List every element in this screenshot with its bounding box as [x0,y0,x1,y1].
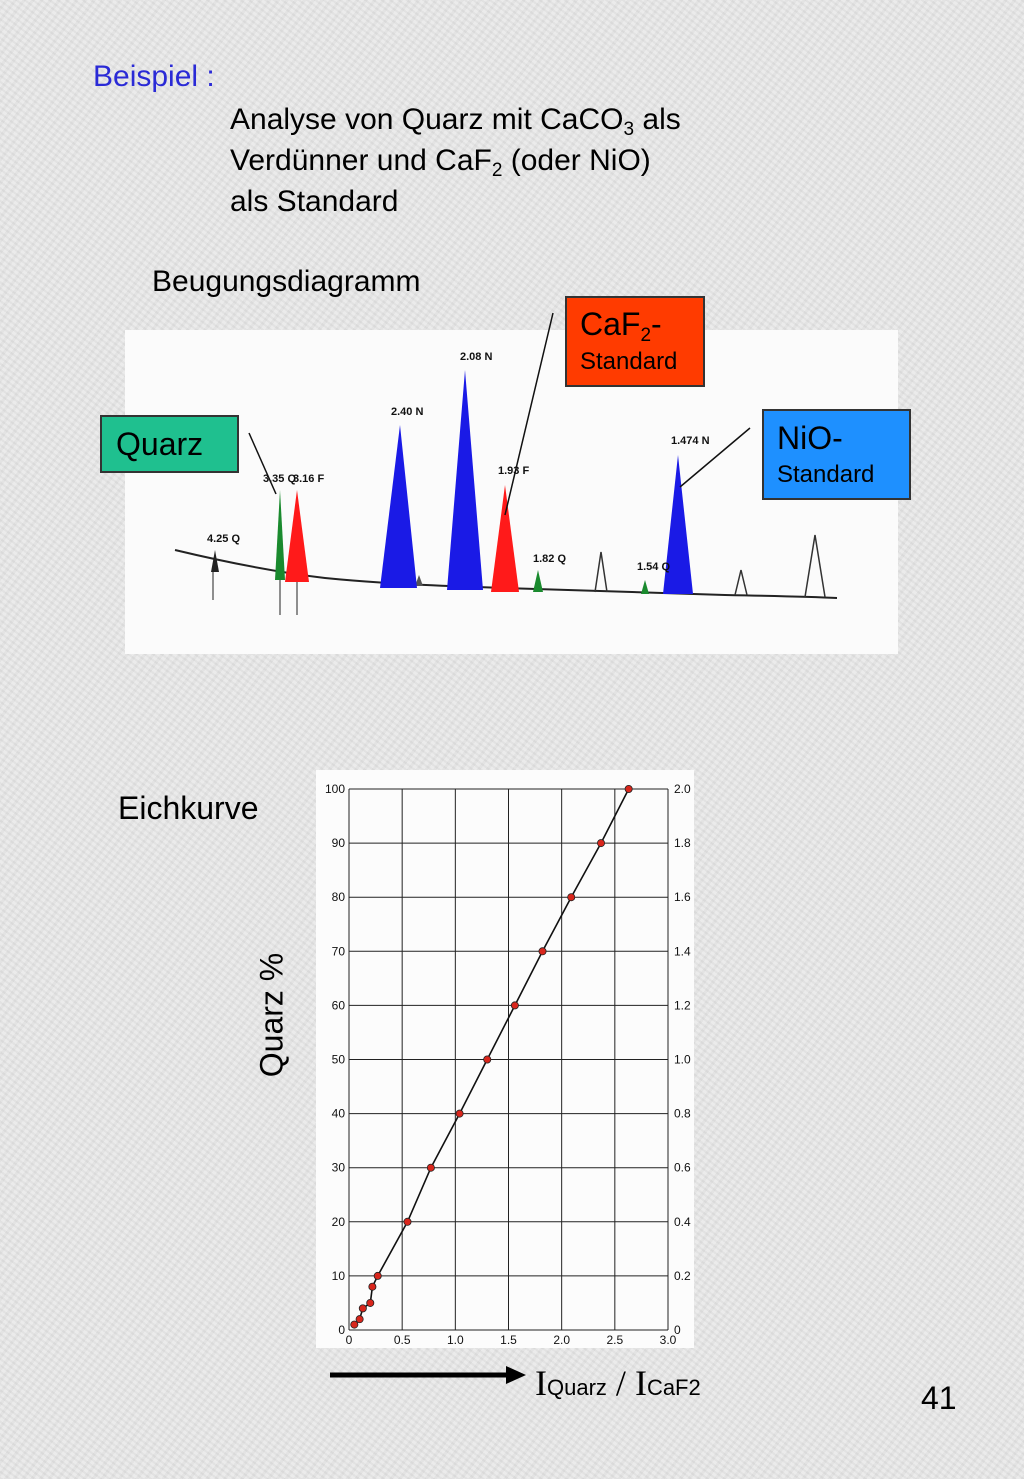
peak-quarz-182 [533,570,543,592]
intro-line-3: als Standard [230,185,399,218]
intro-line-1: Analyse von Quarz mit CaCO3 als [230,103,681,140]
x-axis-arrow [330,1366,526,1384]
y-tick-label: 40 [332,1107,346,1121]
y2-tick-label: 1.4 [674,944,691,958]
calibration-point [538,947,547,956]
calibration-line [353,788,630,1326]
y2-tick-label: 0.6 [674,1161,691,1175]
caf2-callout-label: CaF2- [580,306,662,346]
calibration-point [355,1315,364,1324]
x-tick-label: 3.0 [660,1333,677,1347]
x-tick-label: 2.5 [606,1333,623,1347]
y2-tick-label: 0 [674,1323,681,1337]
diffraction-title: Beugungsdiagramm [152,265,421,298]
intro-line-2: Verdünner und CaF2 (oder NiO) [230,144,651,181]
x-tick-label: 0 [346,1333,353,1347]
y2-tick-label: 0.2 [674,1269,691,1283]
peak-caf2-193 [491,485,519,592]
calibration-point [567,893,576,902]
y2-tick-label: 2.0 [674,782,691,796]
y-tick-label: 80 [332,890,346,904]
quarz-callout-label: Quarz [116,426,204,462]
peak-label-154q: 1.54 Q [637,561,670,573]
calibration-point [624,784,633,793]
caf2-callout: CaF2- Standard [565,296,705,387]
page-number: 41 [921,1380,957,1416]
y-tick-label: 50 [332,1053,346,1067]
nio-callout-label: NiO- [777,420,843,456]
quarz-callout: Quarz [100,415,239,473]
calibration-point [483,1055,492,1064]
peak-label-208n: 2.08 N [460,351,492,363]
x-tick-label: 0.5 [394,1333,411,1347]
y-tick-label: 20 [332,1215,346,1229]
peak-nio-208 [447,370,483,590]
peak-label-425q: 4.25 Q [207,533,240,545]
y2-tick-label: 1.2 [674,998,691,1012]
peak-label-240n: 2.40 N [391,406,423,418]
peak-label-1474n: 1.474 N [671,435,710,447]
y-tick-label: 0 [338,1323,345,1337]
y2-tick-label: 0.4 [674,1215,691,1229]
y-tick-label: 90 [332,836,346,850]
calibration-point [403,1217,412,1226]
x-tick-label: 2.0 [553,1333,570,1347]
y2-tick-label: 1.0 [674,1053,691,1067]
y-tick-label: 70 [332,944,346,958]
calibration-point [455,1109,464,1118]
y-tick-label: 60 [332,998,346,1012]
y2-tick-label: 1.6 [674,890,691,904]
calibration-x-axis-label: IQuarz / ICaF2 [535,1363,701,1403]
peak-quarz-154 [641,580,649,594]
calibration-point [510,1001,519,1010]
peak-quarz-335 [275,490,285,580]
y2-tick-label: 1.8 [674,836,691,850]
peak-caf2-316 [285,490,309,582]
calibration-point [358,1304,367,1313]
peak-label-335q: 3.35 Q [263,473,296,485]
calibration-point [597,839,606,848]
y-tick-label: 10 [332,1269,346,1283]
calibration-chart: 0 0.5 1.0 1.5 2.0 2.5 3.0 100 2.0 90 1.8 80 1.6 70 1.4… [316,770,694,1348]
peak-nio-1474 [663,455,693,594]
x-tick-label: 1.0 [447,1333,464,1347]
calibration-title: Eichkurve [118,790,259,826]
calibration-point [426,1163,435,1172]
y-tick-label: 30 [332,1161,346,1175]
nio-callout-sublabel: Standard [777,461,875,488]
peak-label-182q: 1.82 Q [533,553,566,565]
y-tick-label: 100 [325,782,345,796]
x-tick-label: 1.5 [500,1333,517,1347]
peak-nio-240 [380,425,417,588]
calibration-point [373,1271,382,1280]
y2-tick-label: 0.8 [674,1107,691,1121]
peak-label-193f: 1.93 F [498,465,529,477]
calibration-point [366,1298,375,1307]
peak-label-316f: 3.16 F [293,473,324,485]
nio-callout: NiO- Standard [762,409,911,500]
calibration-y-axis-label: Quarz % [253,952,290,1078]
caf2-callout-sublabel: Standard [580,348,678,375]
calibration-point [368,1282,377,1291]
example-label: Beispiel : [93,60,215,93]
calibration-point [350,1320,359,1329]
